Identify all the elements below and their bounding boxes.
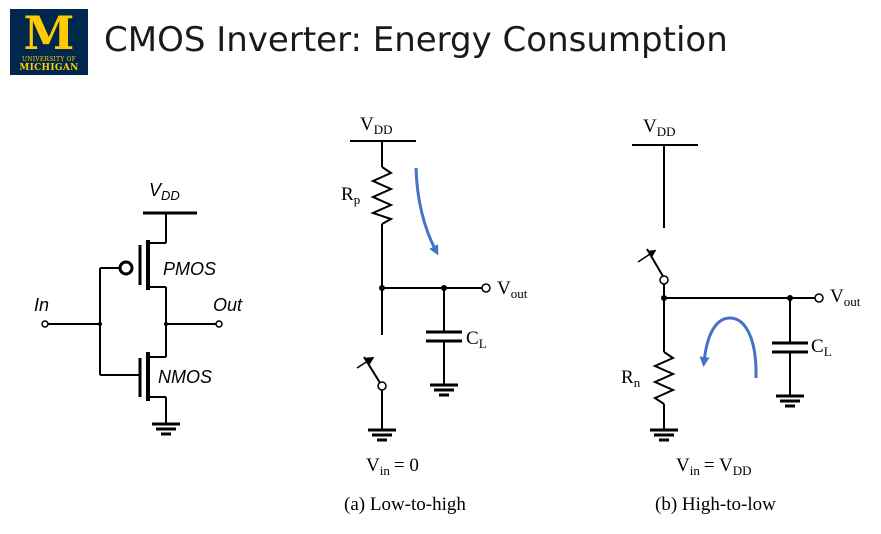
a-caption: (a) Low-to-high xyxy=(344,494,466,515)
logo-letter: M xyxy=(23,6,75,60)
b-vout-label: Vout xyxy=(830,286,861,309)
output-terminal xyxy=(215,320,223,328)
circuit-high-to-low xyxy=(632,144,815,442)
input-label: In xyxy=(34,295,49,315)
a-node-dot xyxy=(379,285,385,291)
nmos-transistor xyxy=(100,324,167,424)
a-vdd-label: VDD xyxy=(360,114,393,137)
a-vin-label: Vin = 0 xyxy=(366,455,419,478)
a-resistor-icon xyxy=(370,166,394,225)
cmos-inverter xyxy=(48,211,216,436)
page-title: CMOS Inverter: Energy Consumption xyxy=(104,20,728,60)
a-vout-label: Vout xyxy=(497,278,528,301)
b-node-dot xyxy=(661,295,667,301)
output-junction xyxy=(164,322,168,326)
b-cap-node-dot xyxy=(787,295,793,301)
nmos-label: NMOS xyxy=(158,367,212,387)
b-cap-label: CL xyxy=(811,336,832,359)
a-switch-icon xyxy=(356,356,383,387)
b-switch-terminal xyxy=(659,275,669,285)
b-resistor-icon xyxy=(652,351,676,405)
a-vout-terminal xyxy=(481,283,491,293)
b-vin-label: Vin = VDD xyxy=(676,455,751,478)
b-current-arrow-icon xyxy=(699,316,758,379)
a-current-arrow-icon xyxy=(414,167,439,256)
inverter-ground-icon xyxy=(152,422,180,436)
b-caption: (b) High-to-low xyxy=(655,494,776,515)
pmos-label: PMOS xyxy=(163,259,216,279)
a-cap-ground-icon xyxy=(430,383,458,397)
b-vdd-label: VDD xyxy=(643,116,676,139)
a-switch-terminal xyxy=(377,381,387,391)
a-ground-icon xyxy=(368,428,396,442)
circuit-low-to-high xyxy=(350,140,482,442)
logo-line-1: UNIVERSITY OF xyxy=(22,56,76,63)
inverter-vdd-label: VDD xyxy=(149,180,180,203)
pmos-transistor xyxy=(100,240,167,324)
b-vout-terminal xyxy=(814,293,824,303)
logo-line-2: MICHIGAN xyxy=(19,63,79,73)
output-label: Out xyxy=(213,295,243,315)
pmos-bubble xyxy=(118,260,134,276)
b-switch-icon xyxy=(637,248,665,279)
b-capacitor-icon xyxy=(772,341,808,354)
a-resistor-label: Rp xyxy=(341,184,360,207)
input-junction xyxy=(98,322,102,326)
a-cap-label: CL xyxy=(466,328,487,351)
b-cap-ground-icon xyxy=(776,394,804,408)
a-cap-node-dot xyxy=(441,285,447,291)
b-resistor-label: Rn xyxy=(621,367,641,390)
input-terminal xyxy=(41,320,49,328)
a-capacitor-icon xyxy=(426,330,462,343)
b-ground-icon xyxy=(650,428,678,442)
university-logo: M UNIVERSITY OF MICHIGAN xyxy=(10,9,88,75)
